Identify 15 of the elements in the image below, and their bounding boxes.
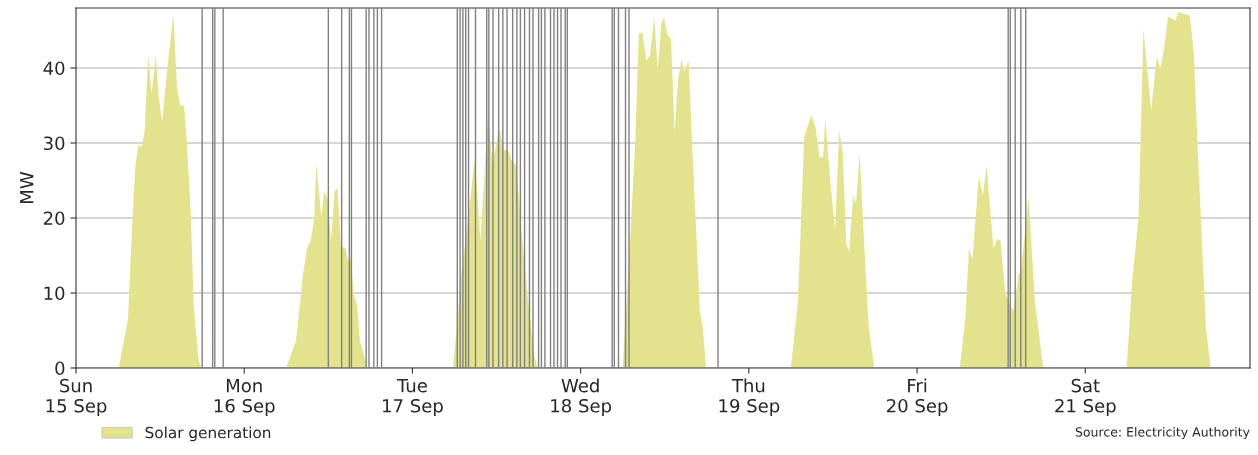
x-tick-label: Tue 17 Sep [383,378,443,417]
x-tick-label: Thu 19 Sep [719,378,780,417]
source-note: Source: Electricity Authority [1075,426,1250,440]
x-tick-label: Wed 18 Sep [551,378,612,417]
y-tick-label: 0 [55,361,65,376]
legend-label: Solar generation [145,426,271,442]
y-tick-label: 20 [43,211,65,226]
x-tick-label: Mon 16 Sep [214,378,275,417]
x-tick-label: Sat 21 Sep [1055,378,1116,417]
y-tick-label: 30 [43,136,65,151]
x-tick-label: Fri 20 Sep [887,378,948,417]
y-axis-title: MW [20,171,34,203]
x-tick-label: Sun 15 Sep [46,378,107,417]
y-tick-label: 10 [44,286,65,301]
y-tick-label: 40 [43,61,65,76]
